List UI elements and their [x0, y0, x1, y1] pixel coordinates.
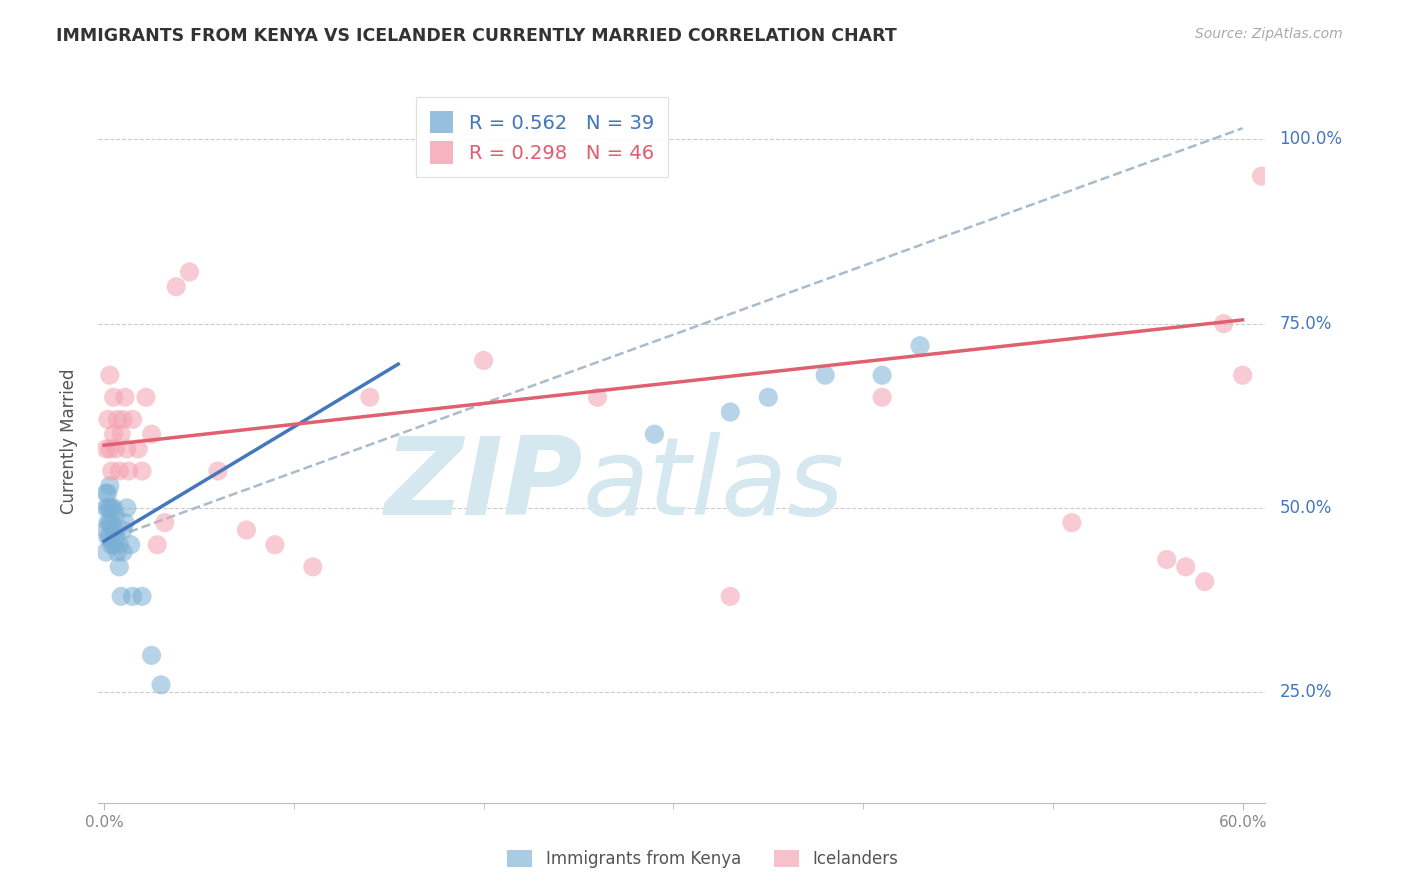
Point	[97, 486, 120, 500]
Point	[94, 486, 117, 500]
Point	[98, 368, 121, 383]
Point	[1212, 317, 1234, 331]
Point	[1060, 516, 1083, 530]
Point	[131, 464, 153, 478]
Point	[100, 516, 122, 530]
Point	[108, 560, 131, 574]
Point	[104, 508, 127, 523]
Point	[1270, 220, 1292, 235]
Point	[94, 500, 117, 515]
Point	[121, 590, 143, 604]
Point	[150, 678, 173, 692]
Point	[100, 538, 122, 552]
Point	[127, 442, 149, 456]
Point	[141, 427, 163, 442]
Point	[1346, 191, 1368, 205]
Point	[108, 538, 131, 552]
Point	[1194, 574, 1216, 589]
Point	[104, 530, 127, 544]
Point	[100, 464, 122, 478]
Point	[105, 545, 128, 559]
Point	[302, 560, 325, 574]
Point	[1288, 279, 1310, 293]
Point	[103, 500, 125, 515]
Point	[115, 442, 138, 456]
Legend: Immigrants from Kenya, Icelanders: Immigrants from Kenya, Icelanders	[501, 843, 905, 875]
Point	[108, 464, 131, 478]
Point	[103, 538, 125, 552]
Point	[756, 390, 779, 404]
Point	[120, 538, 142, 552]
Text: IMMIGRANTS FROM KENYA VS ICELANDER CURRENTLY MARRIED CORRELATION CHART: IMMIGRANTS FROM KENYA VS ICELANDER CURRE…	[56, 27, 897, 45]
Point	[98, 479, 121, 493]
Point	[870, 390, 893, 404]
Point	[114, 390, 136, 404]
Point	[131, 590, 153, 604]
Point	[1174, 560, 1197, 574]
Point	[98, 516, 121, 530]
Point	[97, 530, 120, 544]
Point	[105, 412, 128, 426]
Point	[264, 538, 287, 552]
Text: ZIP: ZIP	[384, 432, 582, 538]
Point	[114, 516, 136, 530]
Point	[718, 405, 741, 419]
Text: 75.0%: 75.0%	[1279, 315, 1331, 333]
Point	[97, 516, 120, 530]
Legend: R = 0.562   N = 39, R = 0.298   N = 46: R = 0.562 N = 39, R = 0.298 N = 46	[416, 97, 668, 178]
Point	[870, 368, 893, 383]
Point	[179, 265, 201, 279]
Point	[1308, 206, 1330, 220]
Point	[118, 464, 141, 478]
Text: atlas: atlas	[582, 433, 845, 537]
Point	[1250, 169, 1272, 183]
Point	[718, 590, 741, 604]
Point	[165, 279, 187, 293]
Text: 100.0%: 100.0%	[1279, 130, 1343, 148]
Point	[146, 538, 169, 552]
Point	[94, 545, 117, 559]
Point	[115, 500, 138, 515]
Point	[97, 412, 120, 426]
Point	[1326, 228, 1348, 243]
Point	[153, 516, 176, 530]
Point	[359, 390, 381, 404]
Point	[1156, 552, 1178, 566]
Point	[100, 500, 122, 515]
Point	[908, 339, 931, 353]
Point	[103, 390, 125, 404]
Point	[94, 442, 117, 456]
Text: 25.0%: 25.0%	[1279, 683, 1331, 701]
Point	[814, 368, 837, 383]
Point	[141, 648, 163, 663]
Text: Source: ZipAtlas.com: Source: ZipAtlas.com	[1195, 27, 1343, 41]
Point	[110, 427, 132, 442]
Point	[110, 590, 132, 604]
Point	[207, 464, 229, 478]
Point	[643, 427, 665, 442]
Point	[472, 353, 495, 368]
Point	[135, 390, 157, 404]
Point	[112, 545, 135, 559]
Point	[112, 523, 135, 537]
Point	[104, 442, 127, 456]
Point	[586, 390, 609, 404]
Point	[98, 500, 121, 515]
Point	[121, 412, 143, 426]
Point	[1364, 279, 1386, 293]
Point	[103, 523, 125, 537]
Point	[98, 530, 121, 544]
Point	[112, 412, 135, 426]
Point	[98, 442, 121, 456]
Point	[103, 427, 125, 442]
Y-axis label: Currently Married: Currently Married	[59, 368, 77, 515]
Point	[235, 523, 257, 537]
Point	[97, 500, 120, 515]
Point	[1232, 368, 1254, 383]
Text: 50.0%: 50.0%	[1279, 499, 1331, 516]
Point	[94, 523, 117, 537]
